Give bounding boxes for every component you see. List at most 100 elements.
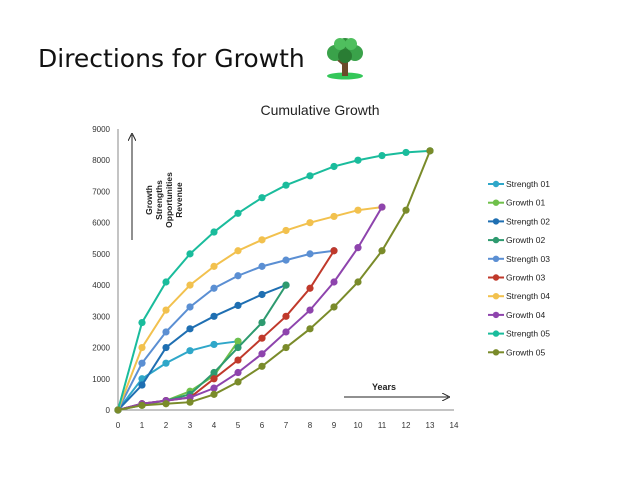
y-tick-label: 0 xyxy=(106,406,111,415)
data-point xyxy=(162,400,170,408)
data-point xyxy=(234,343,242,352)
data-point xyxy=(258,362,266,370)
data-point xyxy=(162,359,170,367)
y-tick-label: 8000 xyxy=(92,156,110,165)
data-point xyxy=(306,325,314,333)
data-point xyxy=(210,390,218,398)
legend-swatch-marker xyxy=(492,180,500,188)
legend-label: Strength 01 xyxy=(506,179,550,189)
data-point xyxy=(378,247,386,255)
legend-swatch-marker xyxy=(492,236,500,244)
legend-label: Growth 05 xyxy=(506,347,545,357)
y-arrow-annotation: Growth Strengths Opportunities Revenue xyxy=(132,135,184,240)
data-point xyxy=(306,306,314,314)
data-point xyxy=(306,219,314,227)
data-point xyxy=(378,203,386,211)
data-point xyxy=(354,278,362,286)
data-point xyxy=(234,378,242,386)
legend-swatch-marker xyxy=(492,218,500,225)
data-point xyxy=(210,312,218,320)
series-line xyxy=(117,250,335,411)
data-point xyxy=(330,303,338,311)
data-point xyxy=(162,306,170,314)
legend-swatch-marker xyxy=(492,255,500,262)
data-point xyxy=(210,228,218,236)
data-point xyxy=(162,328,170,336)
legend-swatch-marker xyxy=(492,274,500,281)
y-arrow-label-opportunities: Opportunities xyxy=(164,172,174,228)
data-point xyxy=(402,148,410,157)
legend-label: Strength 02 xyxy=(506,216,550,226)
data-point xyxy=(234,247,242,255)
legend-item: Growth 02 xyxy=(488,235,545,245)
y-tick-label: 1000 xyxy=(92,375,110,384)
tree-icon xyxy=(327,38,363,80)
chart-title: Cumulative Growth xyxy=(260,102,379,118)
series-line xyxy=(117,206,383,411)
x-tick-label: 7 xyxy=(284,421,289,430)
series-growth-04 xyxy=(114,203,386,414)
x-tick-label: 11 xyxy=(378,421,387,430)
legend: Strength 01 Growth 01 Strength 02 Growth 02… xyxy=(488,179,550,357)
legend-label: Strength 04 xyxy=(506,291,550,301)
series-line xyxy=(117,249,335,411)
data-point xyxy=(234,368,242,377)
data-point xyxy=(186,325,194,333)
data-point xyxy=(210,375,218,383)
legend-item: Strength 02 xyxy=(488,216,550,226)
data-point xyxy=(234,337,242,345)
legend-swatch-marker xyxy=(492,199,500,206)
data-point xyxy=(354,244,362,252)
series-line xyxy=(117,340,239,411)
x-tick-label: 5 xyxy=(236,421,241,430)
legend-item: Strength 01 xyxy=(488,179,550,189)
data-point xyxy=(306,250,314,258)
data-point xyxy=(282,226,290,235)
series-layer xyxy=(114,147,434,414)
y-tick-label: 6000 xyxy=(92,219,110,228)
x-tick-label: 0 xyxy=(116,421,121,430)
data-point xyxy=(162,343,170,352)
x-arrow-label: Years xyxy=(372,382,396,392)
y-tick-label: 2000 xyxy=(92,344,110,353)
data-point xyxy=(282,256,290,264)
data-point xyxy=(186,250,194,258)
series-line xyxy=(117,149,431,411)
data-point xyxy=(258,318,266,327)
slide-title: Directions for Growth xyxy=(38,44,305,73)
data-point xyxy=(426,147,434,155)
data-point xyxy=(234,209,242,217)
legend-swatch-marker xyxy=(492,293,500,300)
x-tick-label: 10 xyxy=(354,421,363,430)
legend-swatch-marker xyxy=(492,330,500,337)
legend-swatch-marker xyxy=(492,311,500,319)
legend-label: Strength 05 xyxy=(506,329,550,339)
data-point xyxy=(186,303,194,311)
x-tick-label: 8 xyxy=(308,421,313,430)
y-arrow-label-strengths: Strengths xyxy=(154,180,164,220)
y-arrow-label-growth: Growth xyxy=(144,185,154,215)
data-point xyxy=(186,281,194,289)
y-tick-label: 4000 xyxy=(92,281,110,290)
data-point xyxy=(330,212,338,221)
data-point xyxy=(330,162,338,171)
x-tick-label: 14 xyxy=(450,421,459,430)
data-point xyxy=(306,172,314,180)
series-line xyxy=(117,206,383,411)
data-point xyxy=(354,156,362,164)
data-point xyxy=(330,278,338,286)
x-tick-label: 9 xyxy=(332,421,337,430)
data-point xyxy=(258,262,266,270)
legend-label: Growth 01 xyxy=(506,198,545,208)
x-tick-label: 6 xyxy=(260,421,265,430)
legend-item: Growth 03 xyxy=(488,273,545,283)
data-point xyxy=(402,206,410,214)
data-point xyxy=(186,347,194,355)
data-point xyxy=(258,194,266,202)
data-point xyxy=(234,301,242,310)
data-point xyxy=(282,281,290,289)
x-tick-label: 13 xyxy=(426,421,435,430)
legend-swatch-marker xyxy=(492,349,500,356)
x-tick-label: 4 xyxy=(212,421,217,430)
